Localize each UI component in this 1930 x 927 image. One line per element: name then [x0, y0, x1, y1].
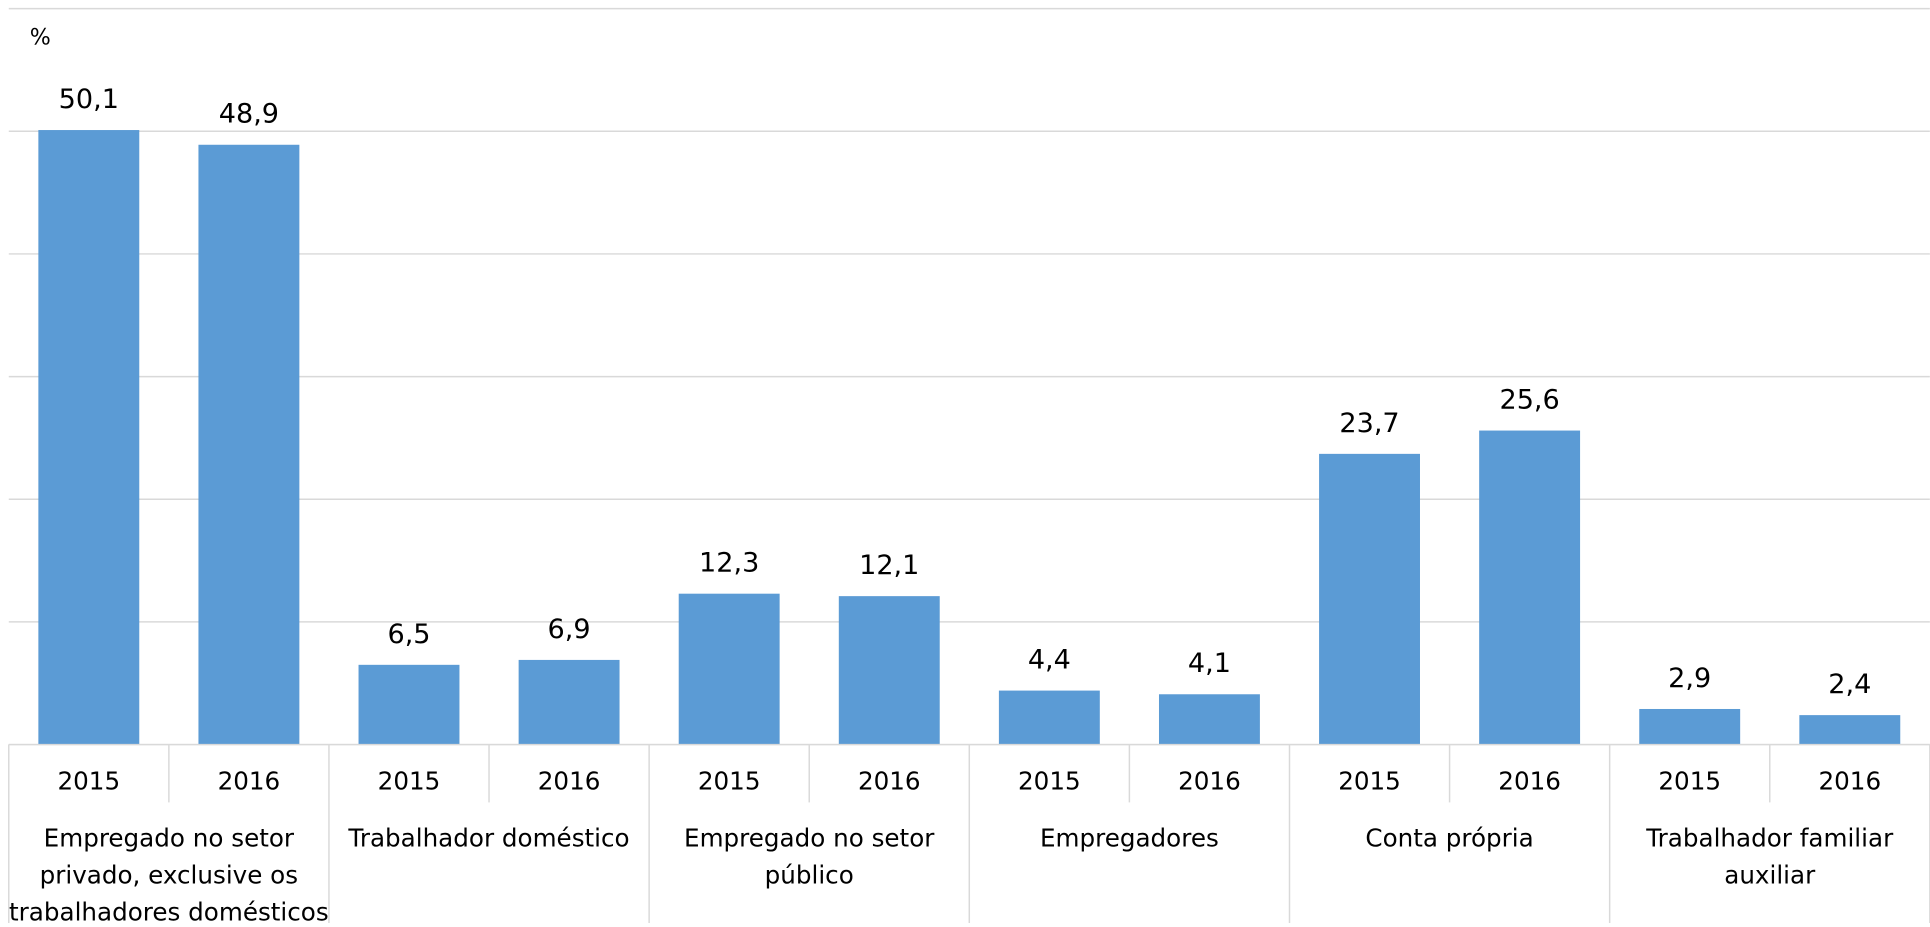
x-tick-label: 2016 [1818, 767, 1881, 796]
group-label-box: Trabalhador doméstico [348, 823, 630, 853]
value-label: 25,6 [1499, 385, 1559, 416]
x-tick-label: 2015 [1018, 767, 1081, 796]
bar [1319, 453, 1420, 745]
value-label: 48,9 [219, 99, 279, 130]
group-label: Trabalhador doméstico [348, 823, 630, 853]
x-tick-label: 2016 [1178, 767, 1241, 796]
x-tick-label: 2015 [378, 767, 441, 796]
group-label-box: Empregadores [1039, 823, 1219, 853]
bar [198, 144, 300, 745]
bar [1158, 694, 1260, 745]
bar [1799, 715, 1901, 745]
group-label-box: Empregado no setor privado, exclusive os… [9, 823, 329, 923]
bar [38, 130, 140, 745]
group-label: Trabalhador familiar auxiliar [1646, 823, 1894, 890]
bar [1639, 708, 1741, 745]
bar [1479, 430, 1581, 745]
x-tick-label: 2015 [57, 767, 120, 796]
value-label: 12,1 [859, 550, 919, 581]
bar [518, 659, 620, 745]
y-axis-label: % [30, 25, 51, 51]
group-label-box: Empregado no setor público [684, 823, 935, 890]
group-label-box: Conta própria [1365, 823, 1534, 853]
value-label: 4,4 [1028, 645, 1071, 676]
group-label-box: Trabalhador familiar auxiliar [1646, 823, 1894, 890]
bar [998, 690, 1100, 745]
group-label: Empregado no setor privado, exclusive os… [9, 823, 329, 923]
value-label: 4,1 [1188, 648, 1231, 679]
group-label: Empregadores [1039, 823, 1219, 853]
value-label: 12,3 [699, 548, 759, 579]
x-tick-label: 2015 [1658, 767, 1721, 796]
bar [358, 664, 460, 745]
x-tick-label: 2015 [1338, 767, 1401, 796]
value-label: 2,9 [1668, 663, 1711, 694]
value-label: 6,9 [548, 614, 591, 645]
value-label: 23,7 [1339, 408, 1399, 439]
value-label: 2,4 [1828, 669, 1871, 700]
x-tick-label: 2016 [1498, 767, 1561, 796]
bar [838, 596, 940, 745]
x-tick-label: 2016 [538, 767, 601, 796]
group-label: Empregado no setor público [684, 823, 935, 890]
value-label: 50,1 [59, 84, 119, 115]
value-label: 6,5 [387, 619, 430, 650]
x-tick-label: 2016 [858, 767, 921, 796]
group-label: Conta própria [1365, 823, 1534, 853]
x-tick-label: 2015 [698, 767, 761, 796]
bar [678, 593, 780, 745]
x-tick-label: 2016 [218, 767, 281, 796]
